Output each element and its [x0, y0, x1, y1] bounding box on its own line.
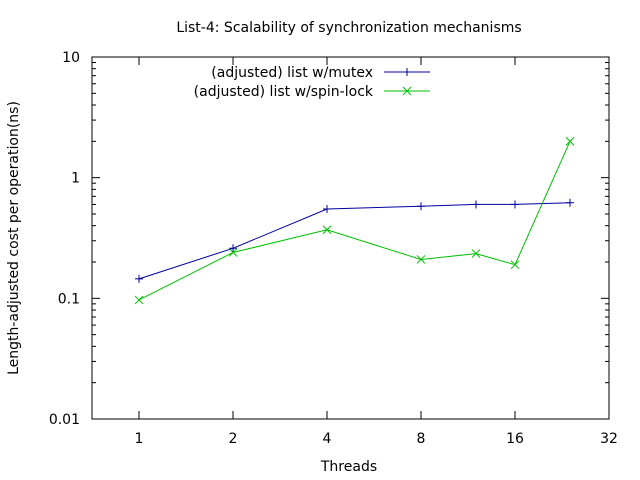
point-marker — [134, 295, 144, 305]
x-tick-label: 32 — [600, 431, 618, 447]
legend-label: (adjusted) list w/mutex — [211, 65, 373, 81]
point-marker — [322, 225, 332, 235]
axis-ticks: 1 2 4 8 16 32 0.01 0.1 1 10 — [49, 50, 618, 447]
point-marker — [228, 248, 238, 257]
chart-title: List-4: Scalability of synchronization m… — [176, 20, 521, 36]
y-tick-label: 0.1 — [58, 291, 80, 307]
series-line — [138, 141, 571, 301]
legend-label: (adjusted) list w/spin-lock — [194, 84, 374, 100]
series-1 — [135, 198, 574, 283]
x-tick-label: 16 — [506, 431, 524, 447]
series-2 — [134, 136, 575, 305]
series-group — [134, 136, 575, 305]
plot-frame — [91, 56, 610, 420]
x-tick-label: 4 — [323, 431, 332, 447]
y-tick-label: 1 — [71, 171, 80, 187]
point-marker — [565, 136, 575, 146]
point-marker — [402, 86, 412, 96]
point-marker — [510, 260, 520, 270]
x-tick-label: 1 — [135, 431, 144, 447]
x-axis-label: Threads — [320, 459, 377, 475]
point-marker — [416, 255, 426, 264]
y-axis-label: Length-adjusted cost per operation(ns) — [6, 101, 22, 375]
y-tick-label: 10 — [62, 50, 80, 66]
point-marker — [471, 249, 481, 258]
x-tick-label: 8 — [417, 431, 426, 447]
x-tick-label: 2 — [229, 431, 238, 447]
y-tick-label: 0.01 — [49, 412, 80, 428]
legend: (adjusted) list w/mutex (adjusted) list w… — [194, 65, 430, 100]
